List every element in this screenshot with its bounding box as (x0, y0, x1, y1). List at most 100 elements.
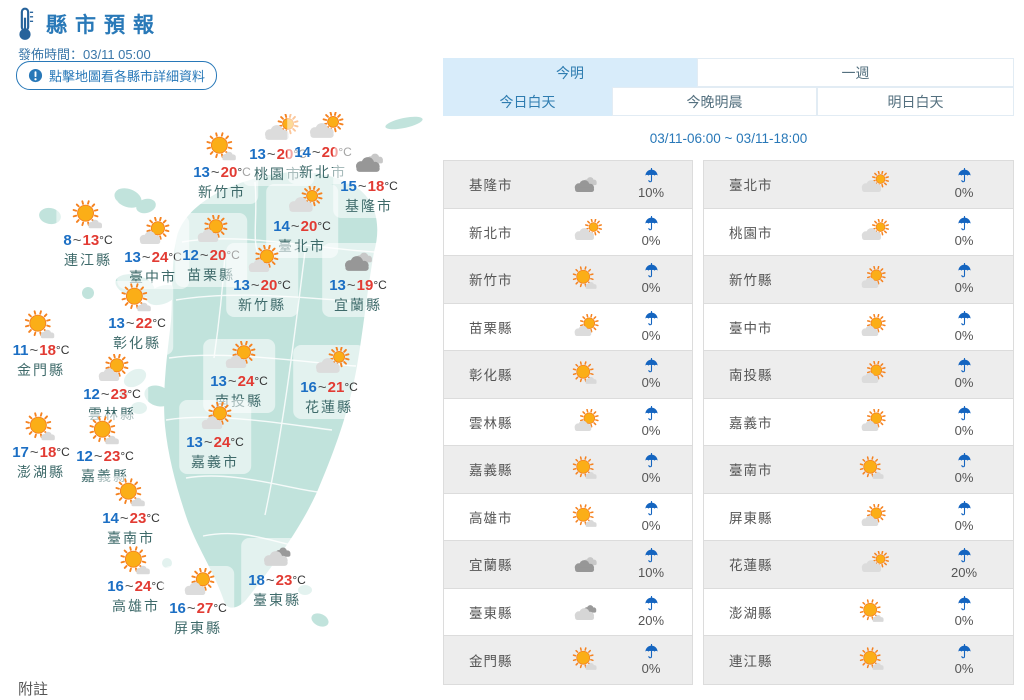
weather-icon-partly-cloudy (186, 402, 244, 434)
weather-icon-sunny (102, 478, 160, 510)
map-county-label[interactable]: 17~18°C 澎湖縣 (5, 410, 77, 485)
weather-icon-sunny (553, 646, 618, 673)
forecast-row[interactable]: 臺南市 0% (704, 446, 1013, 494)
county-name: 連江縣 (63, 251, 112, 268)
forecast-row[interactable]: 連江縣 0% (704, 636, 1013, 684)
county-name: 基隆市 (469, 178, 513, 194)
temp-range: 8~13°C (63, 232, 113, 249)
map-county-label[interactable]: 13~20°C 新竹縣 (226, 243, 298, 318)
weather-icon-sunny (12, 412, 70, 444)
weather-icon-mostly-cloudy (273, 186, 331, 218)
forecast-row[interactable]: 臺中市 0% (704, 304, 1013, 351)
map-hint-label: 點擊地圖看各縣市詳細資料 (49, 69, 206, 84)
page-header: 縣市預報 (14, 6, 162, 42)
forecast-row[interactable]: 臺北市 0% (704, 161, 1013, 209)
weather-icon-sunny (63, 200, 112, 232)
temp-range: 14~20°C (273, 218, 331, 235)
county-name: 桃園市 (729, 225, 773, 241)
weather-icon-cloudy (553, 171, 618, 197)
map-county-label[interactable]: 16~21°C 花蓮縣 (293, 345, 365, 420)
forecast-row[interactable]: 金門縣 0% (444, 636, 692, 684)
umbrella-icon (957, 310, 971, 326)
temp-range: 13~24°C (210, 373, 268, 390)
sub-tab-1[interactable]: 今晚明晨 (612, 87, 817, 116)
main-tab-1[interactable]: 一週 (697, 58, 1014, 87)
forecast-row[interactable]: 宜蘭縣 10% (444, 541, 692, 589)
forecast-row[interactable]: 澎湖縣 0% (704, 589, 1013, 636)
temp-range: 15~18°C (340, 178, 398, 195)
county-name: 嘉義縣 (469, 463, 513, 479)
county-name: 花蓮縣 (304, 398, 353, 415)
weather-icon-mostly-cloudy (553, 218, 618, 245)
weather-icon-sunny (193, 132, 251, 164)
publish-time: 發佈時間：03/11 05:00 (18, 47, 151, 62)
weather-icon-partly-cloudy (813, 361, 931, 387)
forecast-row[interactable]: 嘉義縣 0% (444, 446, 692, 494)
map-county-label[interactable]: 13~22°C 彰化縣 (101, 281, 173, 356)
weather-icon-partly-cloudy (210, 341, 268, 373)
umbrella-icon (957, 595, 971, 611)
forecast-row[interactable]: 新北市 0% (444, 209, 692, 256)
umbrella-icon (957, 548, 971, 563)
forecast-row[interactable]: 屏東縣 0% (704, 494, 1013, 541)
umbrella-icon (957, 358, 971, 373)
forecast-row[interactable]: 高雄市 0% (444, 494, 692, 541)
map-county-label[interactable]: 8~13°C 連江縣 (56, 198, 120, 273)
forecast-row[interactable]: 彰化縣 0% (444, 351, 692, 399)
map-county-label[interactable]: 11~18°C 金門縣 (5, 308, 77, 383)
precip-probability: 0% (931, 310, 997, 343)
weather-icon-cloudy (553, 551, 618, 577)
weather-icon-sunny (553, 456, 618, 482)
forecast-table: 基隆市 10% 新北市 0% 新竹市 0% 苗栗縣 0% 彰化縣 (443, 160, 1014, 685)
county-name: 臺南市 (106, 529, 155, 546)
forecast-row[interactable]: 苗栗縣 0% (444, 304, 692, 351)
weather-icon-partly-cloudy (233, 245, 291, 277)
temp-range: 13~24°C (124, 249, 182, 266)
main-tab-0[interactable]: 今明 (443, 58, 697, 87)
umbrella-icon (644, 500, 658, 516)
weather-icon-sunny (76, 416, 134, 448)
umbrella-icon (644, 263, 658, 278)
map-hint-button[interactable]: 點擊地圖看各縣市詳細資料 (16, 61, 218, 90)
forecast-row[interactable]: 桃園市 0% (704, 209, 1013, 256)
forecast-row[interactable]: 臺東縣 20% (444, 589, 692, 636)
weather-icon-partly-cloudy (553, 313, 618, 340)
precip-probability: 0% (618, 215, 684, 248)
weather-icon-sunny (553, 503, 618, 530)
forecast-row[interactable]: 新竹市 0% (444, 256, 692, 304)
precip-probability: 0% (931, 643, 997, 676)
umbrella-icon (644, 643, 658, 659)
map-county-label[interactable]: 16~24°C 高雄市 (100, 544, 172, 619)
temp-range: 14~23°C (102, 510, 160, 527)
temp-range: 11~18°C (12, 342, 70, 359)
county-name: 宜蘭縣 (333, 296, 382, 313)
county-name: 苗栗縣 (469, 320, 513, 336)
map-county-label[interactable]: 18~23°C 臺東縣 (241, 538, 313, 613)
forecast-row[interactable]: 雲林縣 0% (444, 399, 692, 446)
weather-icon-sunny (107, 546, 165, 578)
map-county-label[interactable]: 13~19°C 宜蘭縣 (322, 243, 394, 318)
county-name: 澎湖縣 (729, 605, 773, 621)
map-county-label[interactable]: 13~24°C 嘉義市 (179, 400, 251, 475)
temp-range: 12~23°C (83, 386, 141, 403)
forecast-row[interactable]: 南投縣 0% (704, 351, 1013, 399)
county-name: 臺東縣 (469, 605, 513, 621)
weather-icon-partly-cloudy (182, 215, 240, 247)
map-county-label[interactable]: 15~18°C 基隆市 (333, 144, 405, 219)
weather-icon-mostly-cloudy (813, 218, 931, 245)
forecast-row[interactable]: 花蓮縣 20% (704, 541, 1013, 589)
map-county-label[interactable]: 14~23°C 臺南市 (95, 476, 167, 551)
precip-probability: 0% (931, 405, 997, 438)
county-name: 新北市 (469, 225, 513, 241)
county-name: 彰化縣 (112, 334, 161, 351)
precip-probability: 10% (618, 548, 684, 580)
map-county-label[interactable]: 16~27°C 屏東縣 (162, 566, 234, 641)
precip-probability: 20% (618, 595, 684, 628)
forecast-row[interactable]: 新竹縣 0% (704, 256, 1013, 304)
sub-tab-2[interactable]: 明日白天 (817, 87, 1014, 116)
forecast-row[interactable]: 嘉義市 0% (704, 399, 1013, 446)
weather-icon-sunny (553, 266, 618, 292)
sub-tab-0[interactable]: 今日白天 (443, 87, 612, 116)
forecast-row[interactable]: 基隆市 10% (444, 161, 692, 209)
